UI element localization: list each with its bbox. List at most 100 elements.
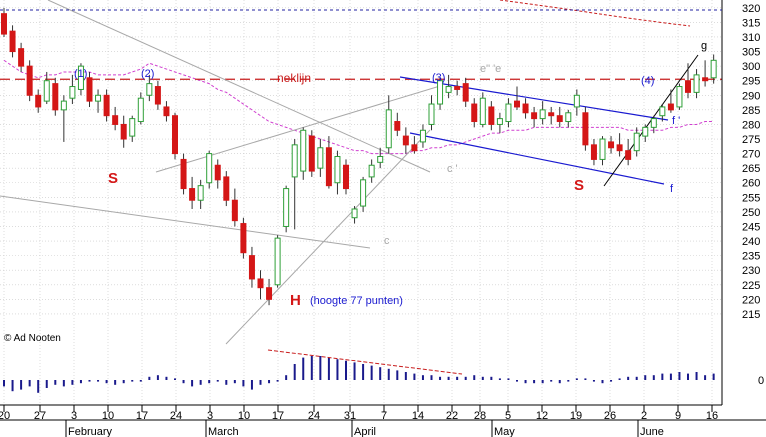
volume-bar	[661, 373, 664, 380]
candle-down	[531, 112, 538, 120]
volume-bar	[259, 380, 262, 385]
height-note-label: (hoogte 77 punten)	[310, 295, 403, 307]
volume-bar	[490, 376, 493, 380]
volume-bar	[712, 373, 715, 380]
volume-bar	[669, 373, 672, 380]
candle-up	[565, 112, 572, 123]
y-tick-label: 285	[742, 105, 760, 117]
volume-bar	[481, 376, 484, 380]
candle-up	[676, 86, 683, 108]
upper-band-line	[499, 0, 691, 27]
candle-down	[608, 141, 615, 149]
candle-up	[599, 138, 606, 160]
volume-bar	[652, 375, 655, 380]
volume-bar	[447, 376, 450, 380]
candle-down	[86, 77, 93, 102]
volume-bar	[413, 373, 416, 380]
candle-up	[291, 144, 298, 178]
y-tick-label: 225	[742, 280, 760, 292]
y-tick-label: 220	[742, 294, 760, 306]
candle-down	[231, 199, 238, 222]
volume-bar	[627, 376, 630, 380]
month-label: June	[640, 426, 664, 437]
y-tick-label: 215	[742, 309, 760, 321]
volume-bar	[208, 380, 211, 384]
candle-down	[120, 123, 127, 140]
candle-down	[266, 287, 273, 300]
volume-bar	[105, 380, 108, 384]
x-tick-label: 17	[136, 410, 148, 422]
candle-down	[248, 255, 255, 280]
volume-bar	[165, 376, 168, 380]
candle-up	[77, 65, 84, 90]
volume-bar	[592, 380, 595, 382]
candle-up	[334, 156, 341, 184]
y-tick-label: 250	[742, 207, 760, 219]
x-tick-label: 28	[474, 410, 486, 422]
volume-bar	[362, 364, 365, 380]
candle-up	[146, 83, 153, 96]
candle-up	[573, 94, 580, 108]
volume-bar	[97, 380, 100, 382]
volume-bars	[3, 349, 715, 393]
candle-up	[419, 129, 426, 143]
shoulder-left-label: S	[108, 170, 118, 187]
candle-down	[590, 144, 597, 160]
copyright-label: © Ad Nooten	[4, 333, 61, 344]
month-label: March	[208, 426, 239, 437]
volume-bar	[156, 375, 159, 380]
candle-up	[642, 126, 649, 137]
y-tick-label: 280	[742, 119, 760, 131]
volume-bar	[327, 357, 330, 380]
candle-up	[377, 156, 384, 163]
candle-up	[300, 129, 307, 172]
candle-down	[240, 223, 247, 254]
volume-bar	[131, 380, 134, 382]
candle-down	[394, 121, 401, 131]
volume-bar	[533, 380, 536, 384]
candle-down	[402, 135, 409, 146]
channel-lower-line	[409, 132, 665, 185]
x-tick-label: 27	[34, 410, 46, 422]
y-tick-label: 310	[742, 32, 760, 44]
volume-bar	[62, 380, 65, 387]
x-tick-label: 17	[272, 410, 284, 422]
volume-bar	[310, 356, 313, 380]
line-c-prime-label: c '	[447, 163, 458, 175]
candle-up	[274, 237, 281, 286]
candle-down	[667, 103, 674, 111]
annotations: neklijn © Ad Nooten S S H (hoogte 77 punten) (…	[4, 40, 707, 344]
x-tick-label: 19	[570, 410, 582, 422]
y-tick-label: 235	[742, 251, 760, 263]
candle-up	[137, 97, 144, 123]
y-tick-label: 230	[742, 265, 760, 277]
channel-upper-line	[399, 76, 669, 121]
volume-bar	[379, 367, 382, 380]
candle-up	[633, 132, 640, 152]
candle-down	[616, 144, 623, 152]
trendline-e	[155, 85, 441, 173]
volume-bar	[79, 380, 82, 384]
volume-bar	[216, 380, 219, 382]
volume-bar	[524, 380, 527, 384]
head-label: H	[290, 292, 301, 309]
candle-up	[197, 185, 204, 201]
month-label: May	[494, 426, 515, 437]
y-tick-label: 255	[742, 192, 760, 204]
volume-bar	[122, 380, 125, 384]
volume-bar	[3, 380, 5, 387]
candle-down	[471, 103, 478, 123]
y-tick-label: 275	[742, 134, 760, 146]
candle-down	[685, 80, 691, 93]
volume-bar	[396, 370, 399, 380]
candle-up	[69, 86, 76, 99]
x-tick-label: 3	[71, 410, 77, 422]
y-tick-label: 295	[742, 76, 760, 88]
candle-down	[172, 115, 178, 155]
x-tick-label: 5	[505, 410, 511, 422]
candle-down	[325, 147, 332, 187]
volume-bar	[191, 380, 194, 387]
x-tick-label: 22	[446, 410, 458, 422]
